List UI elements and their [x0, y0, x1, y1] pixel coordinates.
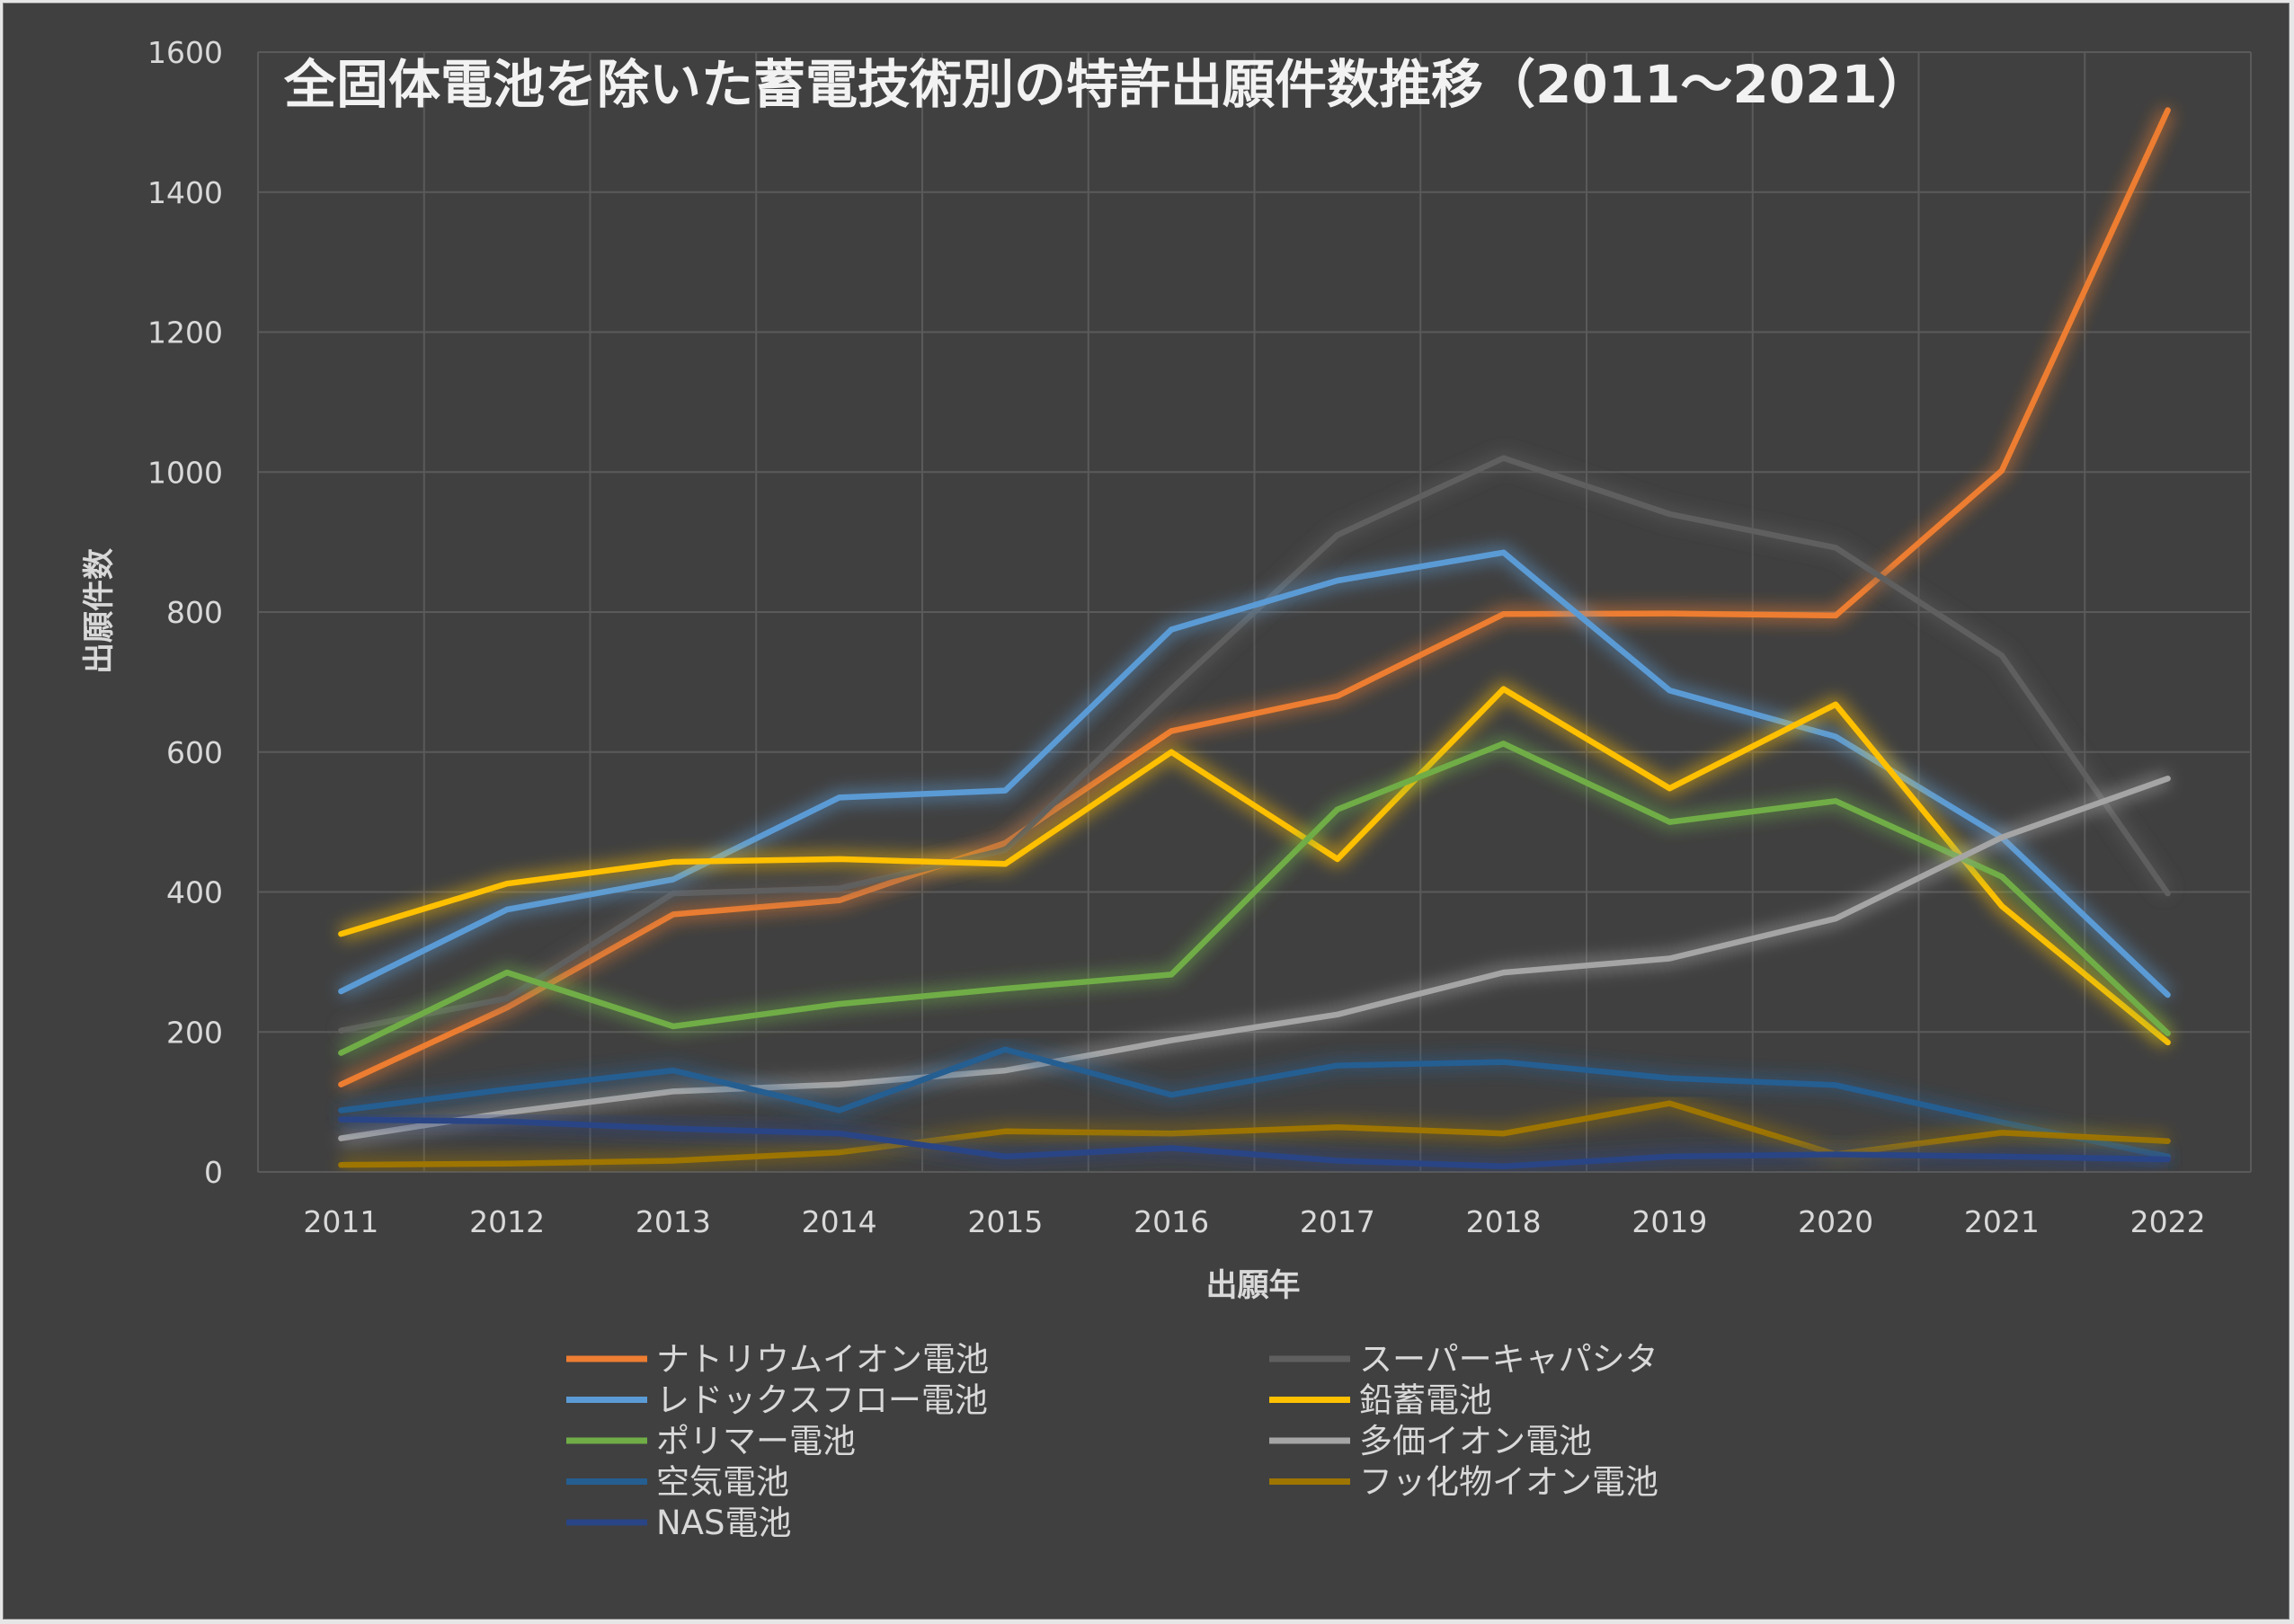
series-line: [338, 741, 2171, 1056]
x-tick-label: 2015: [967, 1204, 1043, 1239]
x-tick-label: 2017: [1300, 1204, 1375, 1239]
x-tick-label: 2020: [1798, 1204, 1873, 1239]
legend-label: フッ化物イオン電池: [1359, 1463, 1658, 1502]
series-line: [338, 776, 2171, 1141]
series-line: [338, 549, 2171, 998]
series-line: [338, 686, 2171, 1046]
x-tick-labels: 2011 2012 2013 2014 2015 2016 2017 2018 2019 2020…: [303, 1204, 2205, 1239]
legend-label: ポリマー電池: [656, 1422, 856, 1460]
y-tick-label: 200: [166, 1015, 223, 1050]
y-tick-label: 1200: [147, 315, 223, 351]
legend-label: レドックスフロー電池: [656, 1381, 988, 1420]
legend-label: NAS電池: [656, 1504, 791, 1542]
x-tick-label: 2012: [469, 1204, 545, 1239]
x-tick-label: 2013: [636, 1204, 711, 1239]
legend-label: 多価イオン電池: [1359, 1422, 1592, 1460]
series-line: [338, 1116, 2171, 1170]
x-tick-label: 2018: [1466, 1204, 1542, 1239]
x-axis-title: 出願年: [1205, 1268, 1300, 1304]
y-tick-label: 400: [166, 875, 223, 910]
y-tick-label: 600: [166, 735, 223, 770]
y-axis-title: 出願件数: [82, 548, 118, 674]
series-line: [338, 107, 2171, 1087]
y-tick-label: 0: [204, 1155, 223, 1190]
x-tick-label: 2016: [1134, 1204, 1209, 1239]
legend-label: スーパーキャパシタ: [1359, 1340, 1658, 1379]
y-tick-label: 1600: [147, 35, 223, 70]
legend-label: 鉛蓄電池: [1359, 1381, 1492, 1420]
chart-title: 全固体電池を除いた蓄電技術別の特許出願件数推移（2011～2021）: [283, 54, 1930, 115]
x-tick-label: 2011: [303, 1204, 378, 1239]
x-tick-label: 2022: [2130, 1204, 2206, 1239]
y-tick-labels: 0 200 400 600 800 1000 1200 1400 1600: [147, 35, 223, 1190]
y-tick-label: 1400: [147, 175, 223, 210]
x-tick-label: 2021: [1964, 1204, 2040, 1239]
series-lines: [337, 107, 2174, 1174]
x-tick-label: 2019: [1632, 1204, 1707, 1239]
series-line: [338, 1046, 2171, 1160]
y-tick-label: 1000: [147, 455, 223, 490]
legend-label: 空気電池: [656, 1463, 789, 1502]
x-tick-label: 2014: [802, 1204, 877, 1239]
chart-frame: 0 200 400 600 800 1000 1200 1400 1600 2011 2012 20…: [3, 3, 2290, 1620]
legend-label: ナトリウムイオン電池: [656, 1340, 989, 1379]
y-tick-label: 800: [166, 595, 223, 630]
